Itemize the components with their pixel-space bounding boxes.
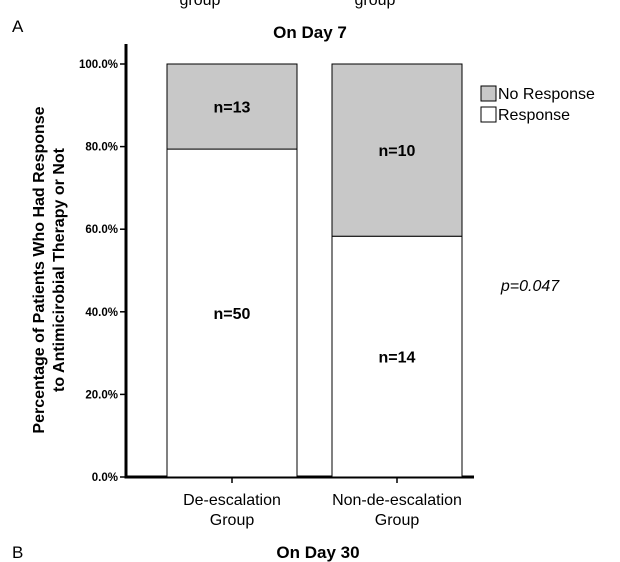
clipped-label-left: group bbox=[180, 0, 221, 9]
y-tick-label: 60.0% bbox=[85, 224, 118, 236]
x-category-label: Group bbox=[375, 512, 420, 529]
bar-segment-no-response bbox=[331, 63, 463, 237]
bar-segment-response bbox=[331, 235, 463, 478]
x-category-label: De-escalation bbox=[183, 492, 281, 509]
legend-swatch bbox=[480, 85, 497, 102]
bar-count-label: n=50 bbox=[214, 306, 251, 323]
bar-segment-no-response bbox=[166, 63, 298, 150]
y-axis-title-line-1: Percentage of Patients Who Had Response bbox=[31, 106, 48, 433]
chart-title: On Day 7 bbox=[273, 23, 347, 42]
next-panel-title: On Day 30 bbox=[276, 543, 359, 562]
clipped-label-right: group bbox=[355, 0, 396, 9]
panel-label-a: A bbox=[12, 17, 24, 36]
x-category-label: Non-de-escalation bbox=[332, 492, 462, 509]
x-category-label: Group bbox=[210, 512, 255, 529]
y-axis-title: Percentage of Patients Who Had Response t… bbox=[31, 106, 68, 433]
y-axis-title-line-2: to Antimicirobial Therapy or Not bbox=[51, 147, 68, 392]
y-tick-label: 100.0% bbox=[79, 59, 118, 71]
bar-count-label: n=10 bbox=[379, 143, 416, 160]
bar-count-label: n=14 bbox=[379, 350, 416, 367]
y-tick-label: 40.0% bbox=[85, 307, 118, 319]
y-tick-label: 0.0% bbox=[92, 472, 118, 484]
p-value-annotation: p=0.047 bbox=[500, 278, 560, 295]
panel-label-b: B bbox=[12, 543, 23, 562]
y-tick-label: 80.0% bbox=[85, 142, 118, 154]
bar-count-label: n=13 bbox=[214, 100, 251, 117]
y-tick-label: 20.0% bbox=[85, 389, 118, 401]
legend-swatch bbox=[480, 106, 497, 123]
legend-label: No Response bbox=[498, 86, 595, 103]
legend-label: Response bbox=[498, 107, 570, 124]
